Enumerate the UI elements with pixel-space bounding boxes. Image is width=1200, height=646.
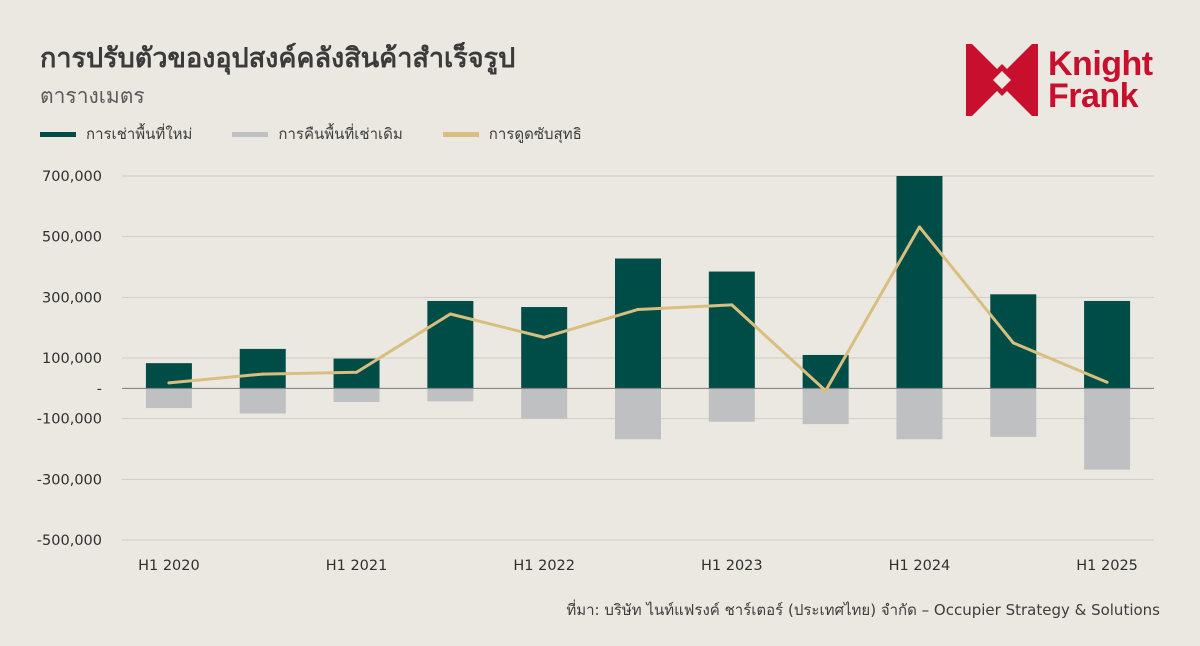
legend-swatch-returned-space <box>232 131 269 137</box>
point-net-absorption <box>1105 380 1109 384</box>
logo-word-knight: Knight <box>1048 45 1153 83</box>
point-net-absorption <box>636 307 640 311</box>
source-note: ที่มา: บริษัท ไนท์แฟรงค์ ชาร์เตอร์ (ประเ… <box>566 601 1160 619</box>
y-tick-label: -300,000 <box>37 472 102 488</box>
bars <box>145 176 1131 470</box>
legend-item-returned-space: การคืนพื้นที่เช่าเดิม <box>232 122 403 146</box>
legend-label-net-absorption: การดูดซับสุทธิ <box>488 125 582 143</box>
y-tick-label: -100,000 <box>37 412 102 428</box>
y-tick-label: 100,000 <box>42 351 102 367</box>
legend-label-new-lease: การเช่าพื้นที่ใหม่ <box>86 125 193 143</box>
bar-new-lease <box>896 176 943 389</box>
legend-swatch-new-lease <box>40 131 76 137</box>
chart-subtitle: ตารางเมตร <box>40 84 145 108</box>
legend-swatch-net-absorption <box>442 131 479 137</box>
point-net-absorption <box>824 389 828 393</box>
bar-new-lease <box>1084 300 1131 389</box>
logo-word-frank: Frank <box>1048 77 1139 115</box>
net-absorption-line <box>167 225 1109 393</box>
legend-item-new-lease: การเช่าพื้นที่ใหม่ <box>40 122 192 146</box>
point-net-absorption <box>542 335 546 339</box>
x-tick-label: H1 2022 <box>513 558 575 574</box>
bar-new-lease <box>239 348 286 389</box>
x-tick-label: H1 2021 <box>326 558 388 574</box>
point-net-absorption <box>355 370 359 374</box>
y-tick-label: 700,000 <box>42 169 102 185</box>
point-net-absorption <box>917 225 921 229</box>
bar-returned-space <box>239 388 286 414</box>
legend-item-net-absorption: การดูดซับสุทธิ <box>442 122 582 146</box>
bar-new-lease <box>521 307 568 389</box>
y-tick-label: 500,000 <box>42 230 102 246</box>
y-axis-tick-labels: 700,000 500,000 300,000 100,000 - -100,000 -30… <box>37 169 102 549</box>
point-net-absorption <box>261 372 265 376</box>
chart-title: การปรับตัวของอุปสงค์คลังสินค้าสำเร็จรูป <box>40 43 516 74</box>
bar-returned-space <box>521 388 568 419</box>
bar-new-lease <box>615 258 661 389</box>
point-net-absorption <box>730 303 734 307</box>
bar-returned-space <box>615 388 661 440</box>
point-net-absorption <box>448 312 452 316</box>
y-tick-label: 300,000 <box>42 290 102 306</box>
point-net-absorption <box>167 381 171 385</box>
x-tick-label: H1 2020 <box>138 558 200 574</box>
x-tick-label: H1 2024 <box>889 558 951 574</box>
legend: การเช่าพื้นที่ใหม่ การคืนพื้นที่เช่าเดิม… <box>40 122 622 146</box>
bar-returned-space <box>333 388 380 402</box>
bar-returned-space <box>896 388 943 440</box>
logo-wordmark: Knight Frank <box>1048 45 1153 115</box>
bar-returned-space <box>427 388 474 402</box>
x-tick-label: H1 2023 <box>701 558 763 574</box>
y-tick-label: - <box>97 381 102 397</box>
knight-frank-logo: Knight Frank <box>966 44 1153 116</box>
bar-returned-space <box>802 388 849 425</box>
bar-new-lease <box>708 271 755 389</box>
bar-new-lease <box>145 363 192 389</box>
y-tick-label: -500,000 <box>37 533 102 549</box>
bar-new-lease <box>802 354 849 389</box>
bar-returned-space <box>1084 388 1131 470</box>
x-tick-label: H1 2025 <box>1076 558 1138 574</box>
bar-returned-space <box>990 388 1037 437</box>
x-axis-tick-labels: H1 2020 H1 2021 H1 2022 H1 2023 H1 2024 H1 20… <box>138 558 1138 574</box>
bar-returned-space <box>145 388 192 409</box>
legend-label-returned-space: การคืนพื้นที่เช่าเดิม <box>278 125 403 143</box>
point-net-absorption <box>1011 341 1015 345</box>
logo-mark-icon <box>966 44 1038 116</box>
bar-returned-space <box>708 388 755 422</box>
